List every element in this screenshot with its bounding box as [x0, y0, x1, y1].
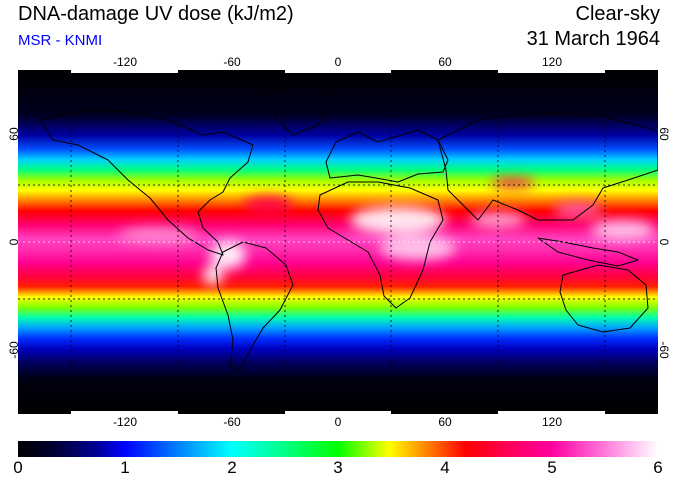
colorbar-tick: 3 [333, 458, 343, 477]
map-date: 31 March 1964 [526, 28, 660, 50]
south-america-outline [215, 241, 294, 371]
high-dose-patch [591, 220, 655, 240]
border-tick-bottom [498, 411, 605, 414]
greenland-outline [267, 84, 339, 136]
colorbar [18, 441, 658, 457]
colorbar-tick: 0 [13, 458, 23, 477]
colorbar-tick: 1 [120, 458, 130, 477]
coastlines [39, 84, 658, 371]
border-tick-bottom [285, 411, 391, 414]
lon-tick-bottom: -120 [112, 415, 138, 429]
border-tick-top [71, 70, 178, 73]
australia-outline [559, 264, 649, 333]
north-america-outline [39, 109, 254, 256]
lon-tick-bottom: 60 [438, 415, 452, 429]
border-tick-top [498, 70, 605, 73]
lon-tick-bottom: 120 [541, 415, 563, 429]
graticule [18, 70, 658, 414]
lon-tick-top: -120 [112, 55, 138, 69]
colorbar-tick: 4 [440, 458, 450, 477]
high-dose-patch [243, 196, 293, 214]
uv-dose-map [18, 70, 658, 414]
colorbar-tick: 6 [653, 458, 663, 477]
lat-tick-right: 60 [657, 127, 671, 141]
lon-tick-top: 120 [541, 55, 563, 69]
high-dose-patch [118, 227, 198, 243]
lon-tick-top: 60 [438, 55, 452, 69]
africa-outline [317, 181, 444, 309]
lon-tick-bottom: -60 [223, 415, 241, 429]
border-ticks [71, 70, 605, 414]
high-dose-patch [203, 265, 223, 285]
high-dose-patch [553, 202, 603, 218]
lat-tick-right: -60 [657, 341, 671, 359]
high-dose-patch [210, 241, 246, 269]
colorbar-tick: 2 [227, 458, 237, 477]
map-subtitle: Clear-sky [575, 3, 660, 25]
border-tick-bottom [71, 411, 178, 414]
map-title: DNA-damage UV dose (kJ/m2) [18, 3, 294, 25]
border-tick-top [285, 70, 391, 73]
lon-tick-top: -60 [223, 55, 241, 69]
maritime-asia-outline [537, 237, 639, 267]
map-canvas [18, 70, 658, 414]
lat-tick-right: 0 [657, 238, 671, 246]
lon-tick-bottom: 0 [334, 415, 342, 429]
colorbar-tick: 5 [547, 458, 557, 477]
high-dose-patch [350, 206, 446, 234]
lon-tick-top: 0 [334, 55, 342, 69]
asia-outline [437, 111, 658, 221]
credit-label: MSR - KNMI [18, 32, 103, 49]
